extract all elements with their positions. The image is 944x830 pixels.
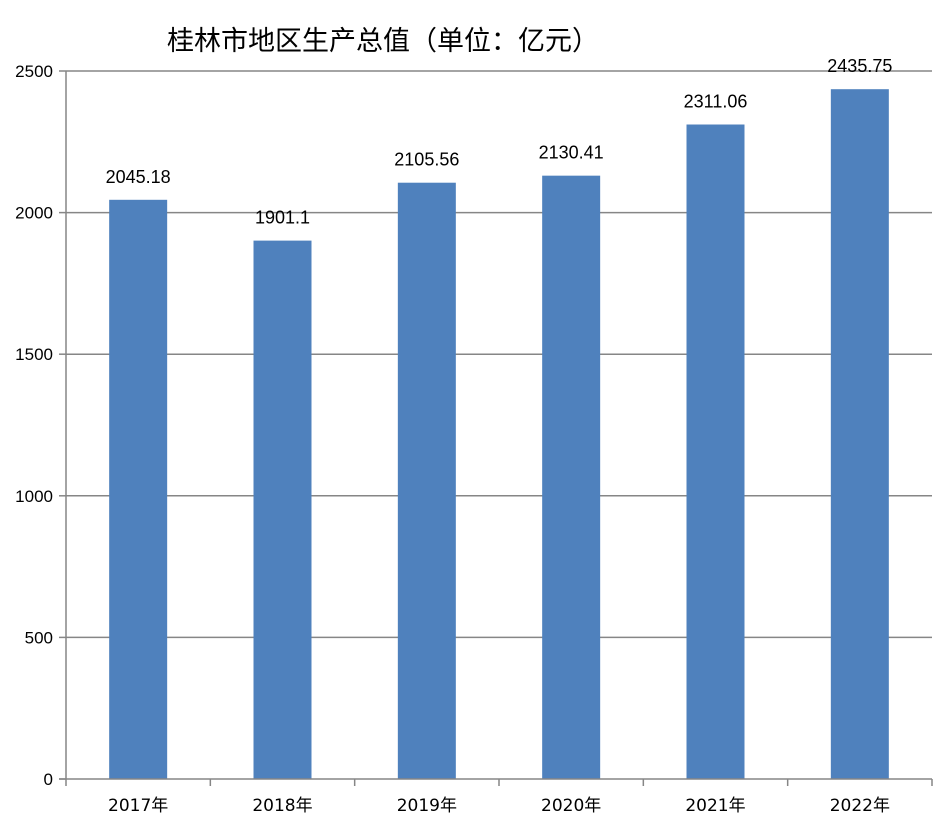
x-tick-label: 2018年	[252, 796, 312, 816]
y-tick-label: 1500	[15, 345, 53, 364]
data-label: 2130.41	[539, 143, 604, 163]
data-label: 2435.75	[827, 56, 892, 76]
bar	[686, 124, 745, 779]
data-label: 2311.06	[684, 92, 748, 112]
x-tick-label: 2019年	[397, 796, 457, 816]
data-label: 1901.1	[255, 208, 310, 228]
labels: 0 500 1000 1500 2000 2500 2045.18 2017年 1901.1 20…	[15, 56, 892, 816]
x-tick-label: 2022年	[830, 796, 890, 816]
chart-title: 桂林市地区生产总值（单位：亿元）	[167, 26, 599, 57]
data-label: 2045.18	[106, 167, 171, 187]
y-tick-label: 2500	[15, 62, 53, 81]
data-label: 2105.56	[394, 150, 459, 170]
y-tick-label: 1000	[15, 487, 53, 506]
bar	[253, 240, 312, 780]
bar	[397, 182, 456, 779]
bars	[109, 89, 889, 780]
y-tick-label: 500	[25, 628, 53, 647]
axes	[59, 70, 933, 786]
y-tick-label: 2000	[15, 204, 53, 223]
x-tick-label: 2020年	[541, 796, 601, 816]
x-tick-label: 2017年	[108, 796, 168, 816]
x-tick-label: 2021年	[685, 796, 745, 816]
y-tick-label: 0	[44, 770, 53, 789]
bar	[109, 199, 168, 779]
bar	[542, 175, 601, 779]
bar	[830, 89, 889, 779]
gridlines	[66, 70, 932, 639]
